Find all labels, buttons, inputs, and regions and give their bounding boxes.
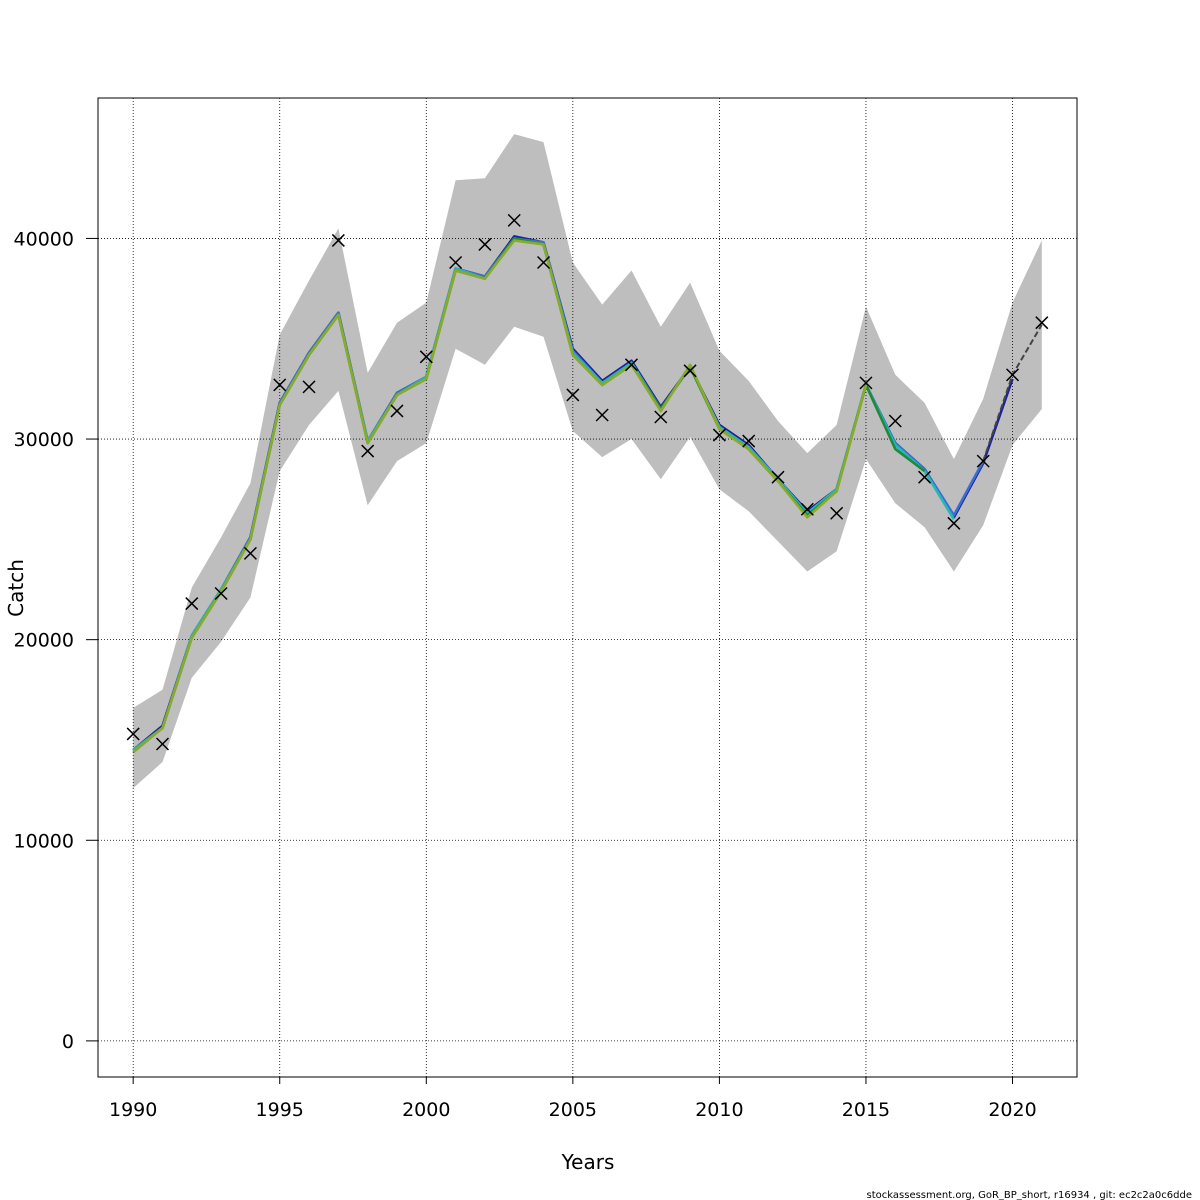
observation-point [683, 364, 697, 378]
y-tick-label: 0 [62, 1031, 74, 1053]
y-tick-label: 40000 [14, 228, 74, 250]
x-tick-label: 2020 [988, 1099, 1036, 1121]
confidence-band [133, 134, 1042, 789]
observation-point [1035, 316, 1049, 330]
observation-point [859, 376, 873, 390]
observation-point [624, 358, 638, 372]
observation-point [800, 502, 814, 516]
observation-points [126, 213, 1049, 751]
x-axis-label: Years [561, 1150, 615, 1174]
footer-credit: stockassessment.org, GoR_BP_short, r1693… [867, 1190, 1192, 1200]
x-tick-label: 1995 [256, 1099, 304, 1121]
x-tick-label: 2015 [842, 1099, 890, 1121]
y-axis-label: Catch [4, 559, 28, 617]
observation-point [390, 404, 404, 418]
grid-lines [98, 98, 1077, 1077]
observation-point [185, 597, 199, 611]
observation-point [830, 506, 844, 520]
observation-point [654, 410, 668, 424]
observation-point [478, 237, 492, 251]
observation-point [888, 414, 902, 428]
y-axis: 0 10000 20000 30000 40000 [14, 228, 98, 1053]
observation-point [155, 737, 170, 751]
observation-point [273, 378, 287, 392]
observation-point [947, 516, 961, 530]
observation-point [214, 586, 228, 601]
observation-point [918, 470, 932, 484]
observation-point [742, 434, 756, 448]
observation-point [771, 470, 785, 484]
plot-frame [97, 97, 1078, 1078]
x-tick-label: 1990 [109, 1099, 157, 1121]
observation-point [449, 255, 463, 270]
y-tick-label: 30000 [14, 429, 74, 451]
observation-point [331, 233, 345, 247]
observation-point [976, 454, 990, 468]
observation-point [302, 380, 316, 394]
observation-point [126, 727, 140, 741]
observation-point [1005, 368, 1020, 382]
x-axis: 1990 1995 2000 2005 2010 2015 2020 [109, 1077, 1037, 1121]
y-tick-label: 20000 [14, 630, 74, 652]
observation-point [537, 255, 551, 270]
observation-point [419, 350, 433, 364]
x-tick-label: 2000 [402, 1099, 450, 1121]
confidence-band-area [133, 134, 1042, 789]
observation-point [507, 213, 521, 227]
observation-point [243, 546, 257, 560]
x-tick-label: 2010 [695, 1099, 743, 1121]
x-tick-label: 2005 [549, 1099, 597, 1121]
observation-point [566, 388, 580, 402]
observation-point [595, 408, 609, 422]
observation-point [361, 444, 375, 458]
y-tick-label: 10000 [14, 830, 74, 852]
observation-point [712, 428, 726, 442]
